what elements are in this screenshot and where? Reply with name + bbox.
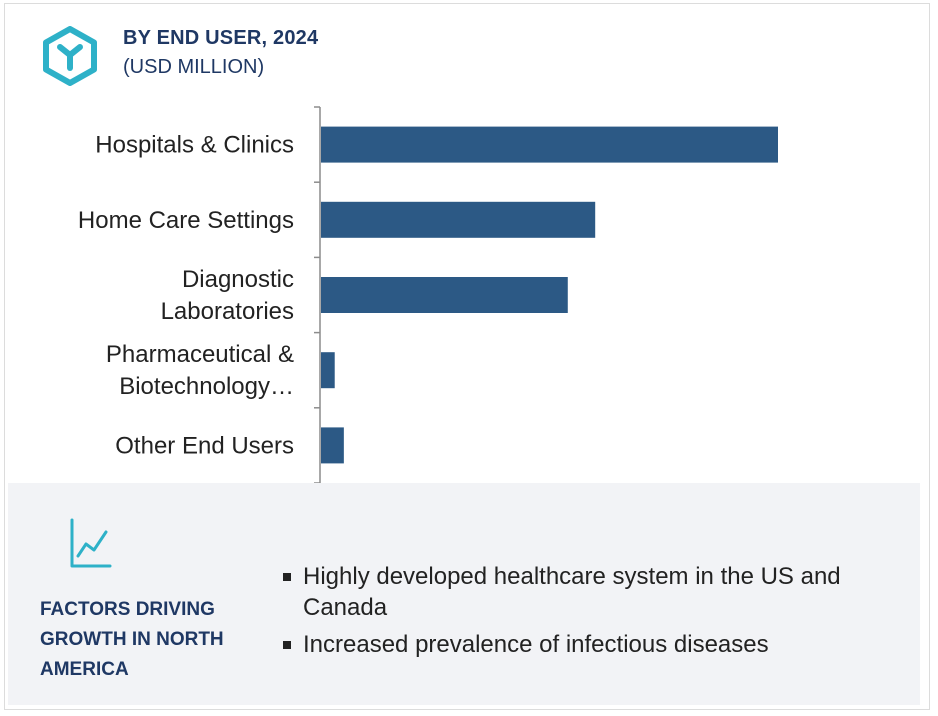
bar — [321, 427, 344, 464]
category-label: Laboratories — [161, 298, 294, 325]
category-label: Hospitals & Clinics — [95, 132, 294, 159]
category-label: Diagnostic — [182, 266, 294, 293]
bar — [321, 126, 778, 163]
chart-title: BY END USER, 2024 — [123, 27, 319, 49]
factor-text: Highly developed healthcare system in th… — [303, 563, 841, 621]
factors-panel — [8, 483, 920, 705]
factors-title: FACTORS DRIVING GROWTH IN NORTH AMERICA — [40, 599, 224, 680]
bar — [321, 277, 568, 313]
bar — [321, 352, 335, 389]
bar-chart: Hospitals & Clinics Home Care Settings Dia… — [78, 106, 778, 484]
trend-chart-icon — [70, 518, 112, 568]
factor-item: Highly developed healthcare system in th… — [281, 561, 901, 623]
chart-subtitle: (USD MILLION) — [123, 56, 265, 78]
bar — [321, 201, 596, 238]
factor-item: Increased prevalence of infectious disea… — [281, 629, 901, 660]
factors-list: Highly developed healthcare system in th… — [281, 561, 901, 666]
category-label: Home Care Settings — [78, 207, 294, 234]
bullet-marker — [283, 641, 291, 649]
bullet-marker — [283, 573, 291, 581]
factor-text: Increased prevalence of infectious disea… — [303, 631, 769, 658]
hexagon-y-logo-icon — [43, 26, 97, 86]
category-label: Pharmaceutical & — [106, 341, 294, 368]
category-label: Biotechnology… — [119, 373, 294, 400]
category-label: Other End Users — [115, 432, 294, 459]
